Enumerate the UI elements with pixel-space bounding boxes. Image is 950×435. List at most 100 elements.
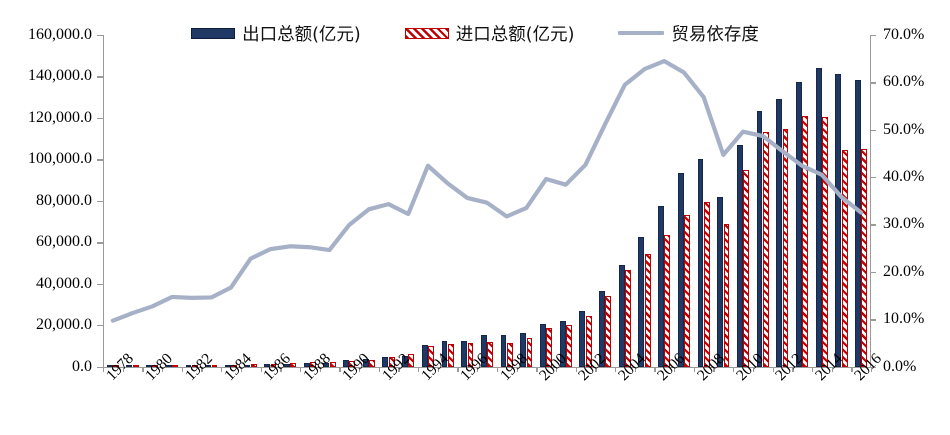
x-axis-tickmark — [378, 366, 380, 372]
bar-import — [861, 149, 868, 367]
y-axis-left-tickmark — [97, 117, 103, 120]
y-axis-right-tick-label: 0.0% — [883, 357, 917, 375]
bar-import — [270, 363, 277, 367]
y-axis-left-tickmark — [97, 283, 103, 285]
y-axis-right-line — [869, 35, 871, 368]
chart-legend: 出口总额(亿元) 进口总额(亿元) 贸易依存度 — [0, 18, 950, 48]
bar-export — [855, 79, 861, 367]
bar-export — [736, 144, 743, 367]
x-axis-tickmark — [792, 366, 794, 372]
bar-import — [644, 254, 651, 367]
x-axis-tickmark — [575, 366, 577, 372]
bar-export — [362, 358, 369, 367]
y-axis-left-tick-label: 120,000.0 — [28, 108, 92, 126]
x-axis-tickmark — [516, 366, 518, 372]
bar-export — [106, 364, 113, 367]
bar-export — [224, 364, 231, 367]
x-axis-tickmark — [871, 366, 873, 372]
bar-import — [132, 364, 139, 367]
bar-import — [172, 364, 179, 367]
y-axis-left-tickmark — [97, 242, 103, 244]
y-axis-right-tickmark — [869, 319, 876, 321]
bar-import — [428, 345, 435, 367]
bar-import — [349, 361, 356, 367]
bar-export — [599, 291, 605, 367]
bar-import — [369, 359, 375, 367]
y-axis-left-tick-label: 60,000.0 — [36, 233, 92, 251]
y-axis-left-tick-label: 160,000.0 — [28, 26, 92, 43]
x-axis-tickmark — [713, 366, 715, 372]
x-axis-tickmark — [477, 366, 479, 372]
bar-export — [756, 111, 763, 367]
bar-import — [625, 270, 631, 367]
bar-import — [585, 315, 592, 367]
bar-import — [487, 342, 494, 367]
bar-export — [343, 360, 349, 367]
y-axis-right-tick-label: 40.0% — [883, 168, 925, 186]
y-axis-right-tick-label: 30.0% — [883, 215, 925, 233]
x-axis-tickmark — [162, 366, 164, 372]
y-axis-right-tick-label: 70.0% — [883, 26, 925, 43]
y-axis-left-tick-label: 40,000.0 — [36, 274, 92, 292]
x-axis-tickmark — [654, 366, 656, 372]
bar-import — [329, 362, 336, 367]
x-axis-tickmark — [595, 366, 597, 372]
bar-export — [520, 333, 527, 367]
bar-export — [480, 335, 487, 367]
y-axis-left-tick-label: 100,000.0 — [28, 150, 92, 168]
bar-import — [290, 363, 297, 367]
x-axis-tickmark — [299, 366, 302, 372]
x-axis-tickmark — [851, 366, 853, 372]
x-axis-tickmark — [260, 366, 262, 372]
bar-import — [250, 364, 257, 367]
legend-item-export: 出口总额(亿元) — [191, 21, 361, 46]
x-axis-tickmark — [733, 366, 735, 372]
bar-export — [323, 362, 330, 367]
bar-import — [684, 214, 691, 367]
bar-export — [185, 364, 192, 367]
bar-import — [211, 364, 218, 367]
bar-import — [231, 364, 238, 367]
legend-label-export: 出口总额(亿元) — [242, 24, 361, 45]
y-axis-right-tickmark — [869, 129, 876, 132]
x-axis-tickmark — [752, 366, 755, 372]
x-axis-tickmark — [122, 366, 124, 372]
bar-export — [559, 320, 566, 367]
bar-import — [782, 128, 789, 367]
bar-export — [579, 310, 586, 367]
bar-import — [723, 224, 730, 367]
y-axis-left-tick-label: 0.0 — [72, 357, 92, 375]
bar-import — [743, 170, 750, 367]
bar-series-layer — [103, 35, 871, 368]
x-axis-tickmark — [811, 366, 814, 372]
y-axis-left-tick-label: 140,000.0 — [28, 67, 92, 85]
y-axis-right-tickmark — [869, 177, 876, 179]
bar-import — [526, 338, 533, 367]
y-axis-left-tick-label: 20,000.0 — [36, 316, 92, 334]
bar-export — [776, 98, 783, 367]
bar-export — [638, 236, 645, 367]
x-axis-tickmark — [437, 366, 440, 372]
bar-import — [309, 362, 316, 367]
x-axis-tickmark — [398, 366, 400, 372]
x-axis-tickmark — [634, 366, 636, 372]
bar-export — [618, 264, 625, 367]
x-axis-tickmark — [201, 366, 203, 372]
y-axis-left-tickmark — [97, 35, 103, 37]
x-axis-line — [103, 366, 871, 368]
dependency-line-layer — [103, 35, 871, 368]
bar-export — [382, 356, 389, 367]
bar-import — [388, 357, 395, 367]
bar-import — [841, 150, 848, 367]
x-axis-tickmark — [615, 366, 617, 372]
y-axis-right-tickmark — [869, 82, 876, 84]
legend-label-import: 进口总额(亿元) — [455, 24, 575, 45]
bar-export — [264, 364, 271, 367]
bar-export — [717, 196, 724, 367]
legend-label-dependency: 贸易依存度 — [671, 24, 759, 45]
plot-area — [97, 35, 876, 372]
y-axis-right-tickmark — [869, 224, 876, 226]
y-axis-right-tickmark — [869, 271, 876, 274]
bar-import — [152, 364, 159, 367]
